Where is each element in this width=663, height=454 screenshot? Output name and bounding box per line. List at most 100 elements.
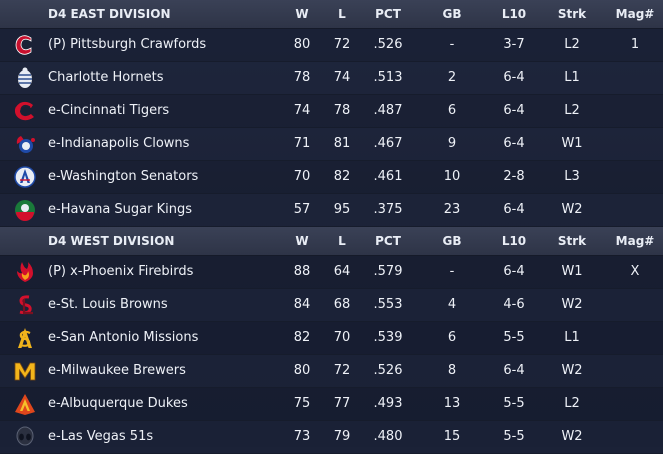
cincinnati-tigers-logo-icon — [11, 99, 39, 123]
team-name[interactable]: e-St. Louis Browns — [48, 297, 168, 312]
phoenix-firebirds-logo-icon — [11, 260, 39, 284]
last-ten: 4-6 — [503, 297, 525, 312]
col-header-strk[interactable]: Strk — [557, 7, 587, 21]
col-header-l10[interactable]: L10 — [501, 234, 527, 248]
streak: W2 — [561, 363, 583, 378]
st-louis-browns-logo-icon — [11, 293, 39, 317]
losses: 95 — [333, 202, 351, 217]
table-row[interactable]: e-St. Louis Browns 84 68 .553 4 4-6 W2 — [0, 289, 663, 322]
col-header-mag[interactable]: Mag# — [615, 7, 655, 21]
division-east: D4 EAST DIVISION W L PCT GB L10 Strk Mag… — [0, 0, 663, 227]
wins: 80 — [293, 363, 311, 378]
col-header-gb[interactable]: GB — [442, 7, 462, 21]
col-header-l[interactable]: L — [338, 7, 346, 21]
table-row[interactable]: e-Havana Sugar Kings 57 95 .375 23 6-4 W… — [0, 194, 663, 227]
san-antonio-missions-logo-icon — [11, 326, 39, 350]
games-back: 8 — [447, 363, 457, 378]
indianapolis-clowns-logo-icon — [11, 132, 39, 156]
wins: 78 — [293, 70, 311, 85]
last-ten: 2-8 — [503, 169, 525, 184]
games-back: 2 — [447, 70, 457, 85]
team-name[interactable]: (P) Pittsburgh Crawfords — [48, 37, 207, 52]
division-header: D4 EAST DIVISION W L PCT GB L10 Strk Mag… — [0, 0, 663, 29]
las-vegas-51s-logo-icon — [11, 425, 39, 449]
losses: 82 — [333, 169, 351, 184]
win-pct: .553 — [373, 297, 403, 312]
table-row[interactable]: e-Washington Senators 70 82 .461 10 2-8 … — [0, 161, 663, 194]
win-pct: .493 — [373, 396, 403, 411]
win-pct: .526 — [373, 37, 403, 52]
team-name[interactable]: e-Indianapolis Clowns — [48, 136, 190, 151]
last-ten: 6-4 — [503, 103, 525, 118]
losses: 64 — [333, 264, 351, 279]
team-name[interactable]: e-San Antonio Missions — [48, 330, 199, 345]
games-back: 15 — [443, 429, 461, 444]
col-header-gb[interactable]: GB — [442, 234, 462, 248]
win-pct: .480 — [373, 429, 403, 444]
table-row[interactable]: e-Cincinnati Tigers 74 78 .487 6 6-4 L2 — [0, 95, 663, 128]
losses: 78 — [333, 103, 351, 118]
last-ten: 6-4 — [503, 264, 525, 279]
magic-number: X — [630, 264, 640, 279]
table-row[interactable]: e-Indianapolis Clowns 71 81 .467 9 6-4 W… — [0, 128, 663, 161]
games-back: 23 — [443, 202, 461, 217]
team-name[interactable]: e-Havana Sugar Kings — [48, 202, 193, 217]
wins: 82 — [293, 330, 311, 345]
wins: 73 — [293, 429, 311, 444]
streak: L2 — [564, 396, 580, 411]
losses: 77 — [333, 396, 351, 411]
team-name[interactable]: e-Cincinnati Tigers — [48, 103, 170, 118]
table-row[interactable]: e-Milwaukee Brewers 80 72 .526 8 6-4 W2 — [0, 355, 663, 388]
col-header-l10[interactable]: L10 — [501, 7, 527, 21]
losses: 72 — [333, 363, 351, 378]
table-row[interactable]: e-San Antonio Missions 82 70 .539 6 5-5 … — [0, 322, 663, 355]
col-header-strk[interactable]: Strk — [557, 234, 587, 248]
table-row[interactable]: e-Las Vegas 51s 73 79 .480 15 5-5 W2 — [0, 421, 663, 454]
team-name[interactable]: e-Washington Senators — [48, 169, 199, 184]
col-header-l[interactable]: L — [338, 234, 346, 248]
losses: 68 — [333, 297, 351, 312]
wins: 74 — [293, 103, 311, 118]
division-header: D4 WEST DIVISION W L PCT GB L10 Strk Mag… — [0, 227, 663, 256]
win-pct: .579 — [373, 264, 403, 279]
streak: W2 — [561, 202, 583, 217]
team-name[interactable]: Charlotte Hornets — [48, 70, 164, 85]
team-name[interactable]: (P) x-Phoenix Firebirds — [48, 264, 194, 279]
wins: 71 — [293, 136, 311, 151]
win-pct: .375 — [373, 202, 403, 217]
last-ten: 5-5 — [503, 396, 525, 411]
pittsburgh-crawfords-logo-icon — [11, 33, 39, 57]
table-row[interactable]: (P) x-Phoenix Firebirds 88 64 .579 - 6-4… — [0, 256, 663, 289]
wins: 80 — [293, 37, 311, 52]
wins: 57 — [293, 202, 311, 217]
win-pct: .461 — [373, 169, 403, 184]
last-ten: 6-4 — [503, 136, 525, 151]
washington-senators-logo-icon — [11, 165, 39, 189]
streak: L3 — [564, 169, 580, 184]
losses: 74 — [333, 70, 351, 85]
wins: 75 — [293, 396, 311, 411]
team-name[interactable]: e-Las Vegas 51s — [48, 429, 154, 444]
games-back: 13 — [443, 396, 461, 411]
team-name[interactable]: e-Milwaukee Brewers — [48, 363, 186, 378]
havana-sugar-kings-logo-icon — [11, 198, 39, 222]
team-name[interactable]: e-Albuquerque Dukes — [48, 396, 188, 411]
col-header-w[interactable]: W — [295, 7, 309, 21]
col-header-pct[interactable]: PCT — [375, 234, 401, 248]
last-ten: 5-5 — [503, 429, 525, 444]
streak: L2 — [564, 37, 580, 52]
table-row[interactable]: Charlotte Hornets 78 74 .513 2 6-4 L1 — [0, 62, 663, 95]
table-row[interactable]: (P) Pittsburgh Crawfords 80 72 .526 - 3-… — [0, 29, 663, 62]
col-header-pct[interactable]: PCT — [375, 7, 401, 21]
col-header-mag[interactable]: Mag# — [615, 234, 655, 248]
milwaukee-brewers-logo-icon — [11, 359, 39, 383]
magic-number: 1 — [630, 37, 640, 52]
games-back: 6 — [447, 103, 457, 118]
table-row[interactable]: e-Albuquerque Dukes 75 77 .493 13 5-5 L2 — [0, 388, 663, 421]
streak: L1 — [564, 330, 580, 345]
division-title: D4 EAST DIVISION — [48, 7, 171, 21]
games-back: 9 — [447, 136, 457, 151]
division-west: D4 WEST DIVISION W L PCT GB L10 Strk Mag… — [0, 227, 663, 454]
col-header-w[interactable]: W — [295, 234, 309, 248]
